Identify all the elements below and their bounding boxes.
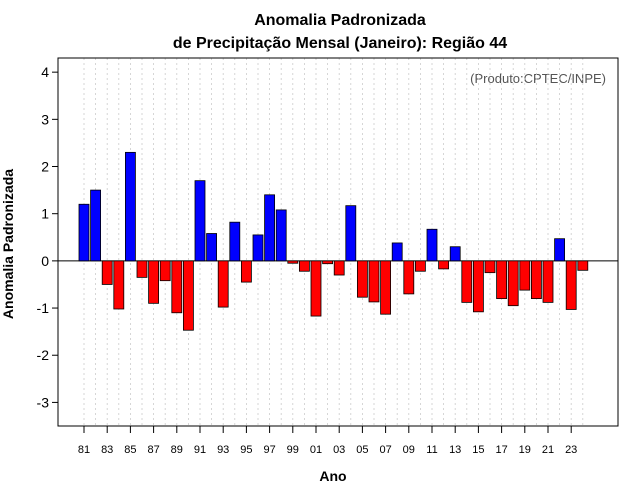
bar-12 [438, 260, 450, 270]
bar-99 [287, 260, 299, 264]
bar-17 [496, 260, 508, 300]
bar-21 [542, 260, 554, 303]
x-tick-label-17: 17 [495, 444, 507, 456]
bar-15 [472, 260, 484, 313]
bar-89 [171, 260, 183, 314]
bar-16 [484, 260, 496, 274]
bar-10 [414, 260, 426, 272]
x-tick-label-81: 81 [78, 444, 90, 456]
bar-95 [240, 260, 252, 283]
bar-00 [298, 260, 310, 272]
x-tick-label-01: 01 [310, 444, 322, 456]
x-tick-label-19: 19 [519, 444, 531, 456]
bar-93 [217, 260, 229, 308]
x-tick-label-97: 97 [263, 444, 275, 456]
x-tick-label-09: 09 [403, 444, 415, 456]
x-tick-label-13: 13 [449, 444, 461, 456]
chart-title-line2: de Precipitação Mensal (Janeiro): Região… [173, 35, 507, 52]
bar-08 [391, 242, 403, 262]
x-tick-label-83: 83 [101, 444, 113, 456]
bar-85 [125, 151, 136, 262]
x-tick-label-93: 93 [217, 444, 229, 456]
bar-91 [194, 180, 206, 262]
y-tick-label-1: 1 [41, 206, 49, 222]
bar-82 [90, 189, 101, 262]
bar-01 [310, 260, 322, 317]
x-tick-label-85: 85 [124, 444, 136, 456]
x-tick-label-95: 95 [240, 444, 252, 456]
bar-05 [356, 260, 368, 298]
x-tick-label-87: 87 [147, 444, 159, 456]
bar-96 [252, 234, 264, 262]
chart-title-line1: Anomalia Padronizada [254, 12, 426, 29]
y-tick-label--2: -2 [37, 347, 50, 363]
bar-88 [159, 260, 171, 282]
bar-19 [519, 260, 531, 291]
x-axis: 81 83 85 87 89 91 93 95 97 99 01 03 05 07 09 11 13 15 17 19… [78, 426, 577, 456]
bar-86 [136, 260, 148, 278]
bar-20 [531, 260, 542, 300]
bar-94 [229, 221, 241, 262]
bar-14 [461, 260, 473, 303]
bar-02 [322, 260, 334, 265]
bar-06 [368, 260, 380, 303]
x-tick-label-03: 03 [333, 444, 345, 456]
y-axis: -3 -2 -1 0 1 2 3 4 [37, 64, 58, 410]
x-axis-label: Ano [319, 468, 346, 484]
bar-92 [206, 233, 218, 262]
bar-97 [264, 194, 276, 262]
bar-18 [507, 260, 519, 307]
bar-07 [380, 260, 392, 315]
bar-87 [148, 260, 160, 304]
bar-24 [577, 260, 589, 271]
x-tick-label-07: 07 [379, 444, 391, 456]
y-tick-label-3: 3 [41, 111, 49, 127]
bar-84 [113, 260, 125, 310]
x-tick-label-05: 05 [356, 444, 368, 456]
y-tick-label--3: -3 [37, 394, 50, 410]
x-tick-label-15: 15 [472, 444, 484, 456]
y-tick-label-0: 0 [41, 253, 49, 269]
bar-81 [78, 203, 90, 262]
y-tick-label-2: 2 [41, 159, 49, 175]
x-tick-label-91: 91 [194, 444, 206, 456]
plot-frame [57, 57, 619, 427]
bar-98 [275, 209, 287, 262]
bar-03 [333, 260, 345, 276]
bar-04 [345, 205, 357, 262]
bar-11 [426, 228, 438, 262]
x-tick-label-11: 11 [426, 444, 437, 456]
y-axis-label: Anomalia Padronizada [0, 169, 16, 319]
grid-lines [58, 58, 618, 426]
x-tick-label-99: 99 [287, 444, 299, 456]
bar-23 [565, 260, 577, 310]
bar-09 [403, 260, 415, 295]
source-note: (Produto:CPTEC/INPE) [470, 71, 606, 86]
bar-13 [449, 246, 461, 262]
bars-group [78, 151, 589, 331]
x-tick-label-21: 21 [542, 444, 554, 456]
y-tick-label--1: -1 [37, 300, 50, 316]
x-tick-label-23: 23 [565, 444, 577, 456]
bar-90 [182, 260, 194, 331]
x-tick-label-89: 89 [171, 444, 183, 456]
y-tick-label-4: 4 [41, 64, 49, 80]
bar-22 [554, 238, 565, 262]
bar-83 [101, 260, 113, 285]
